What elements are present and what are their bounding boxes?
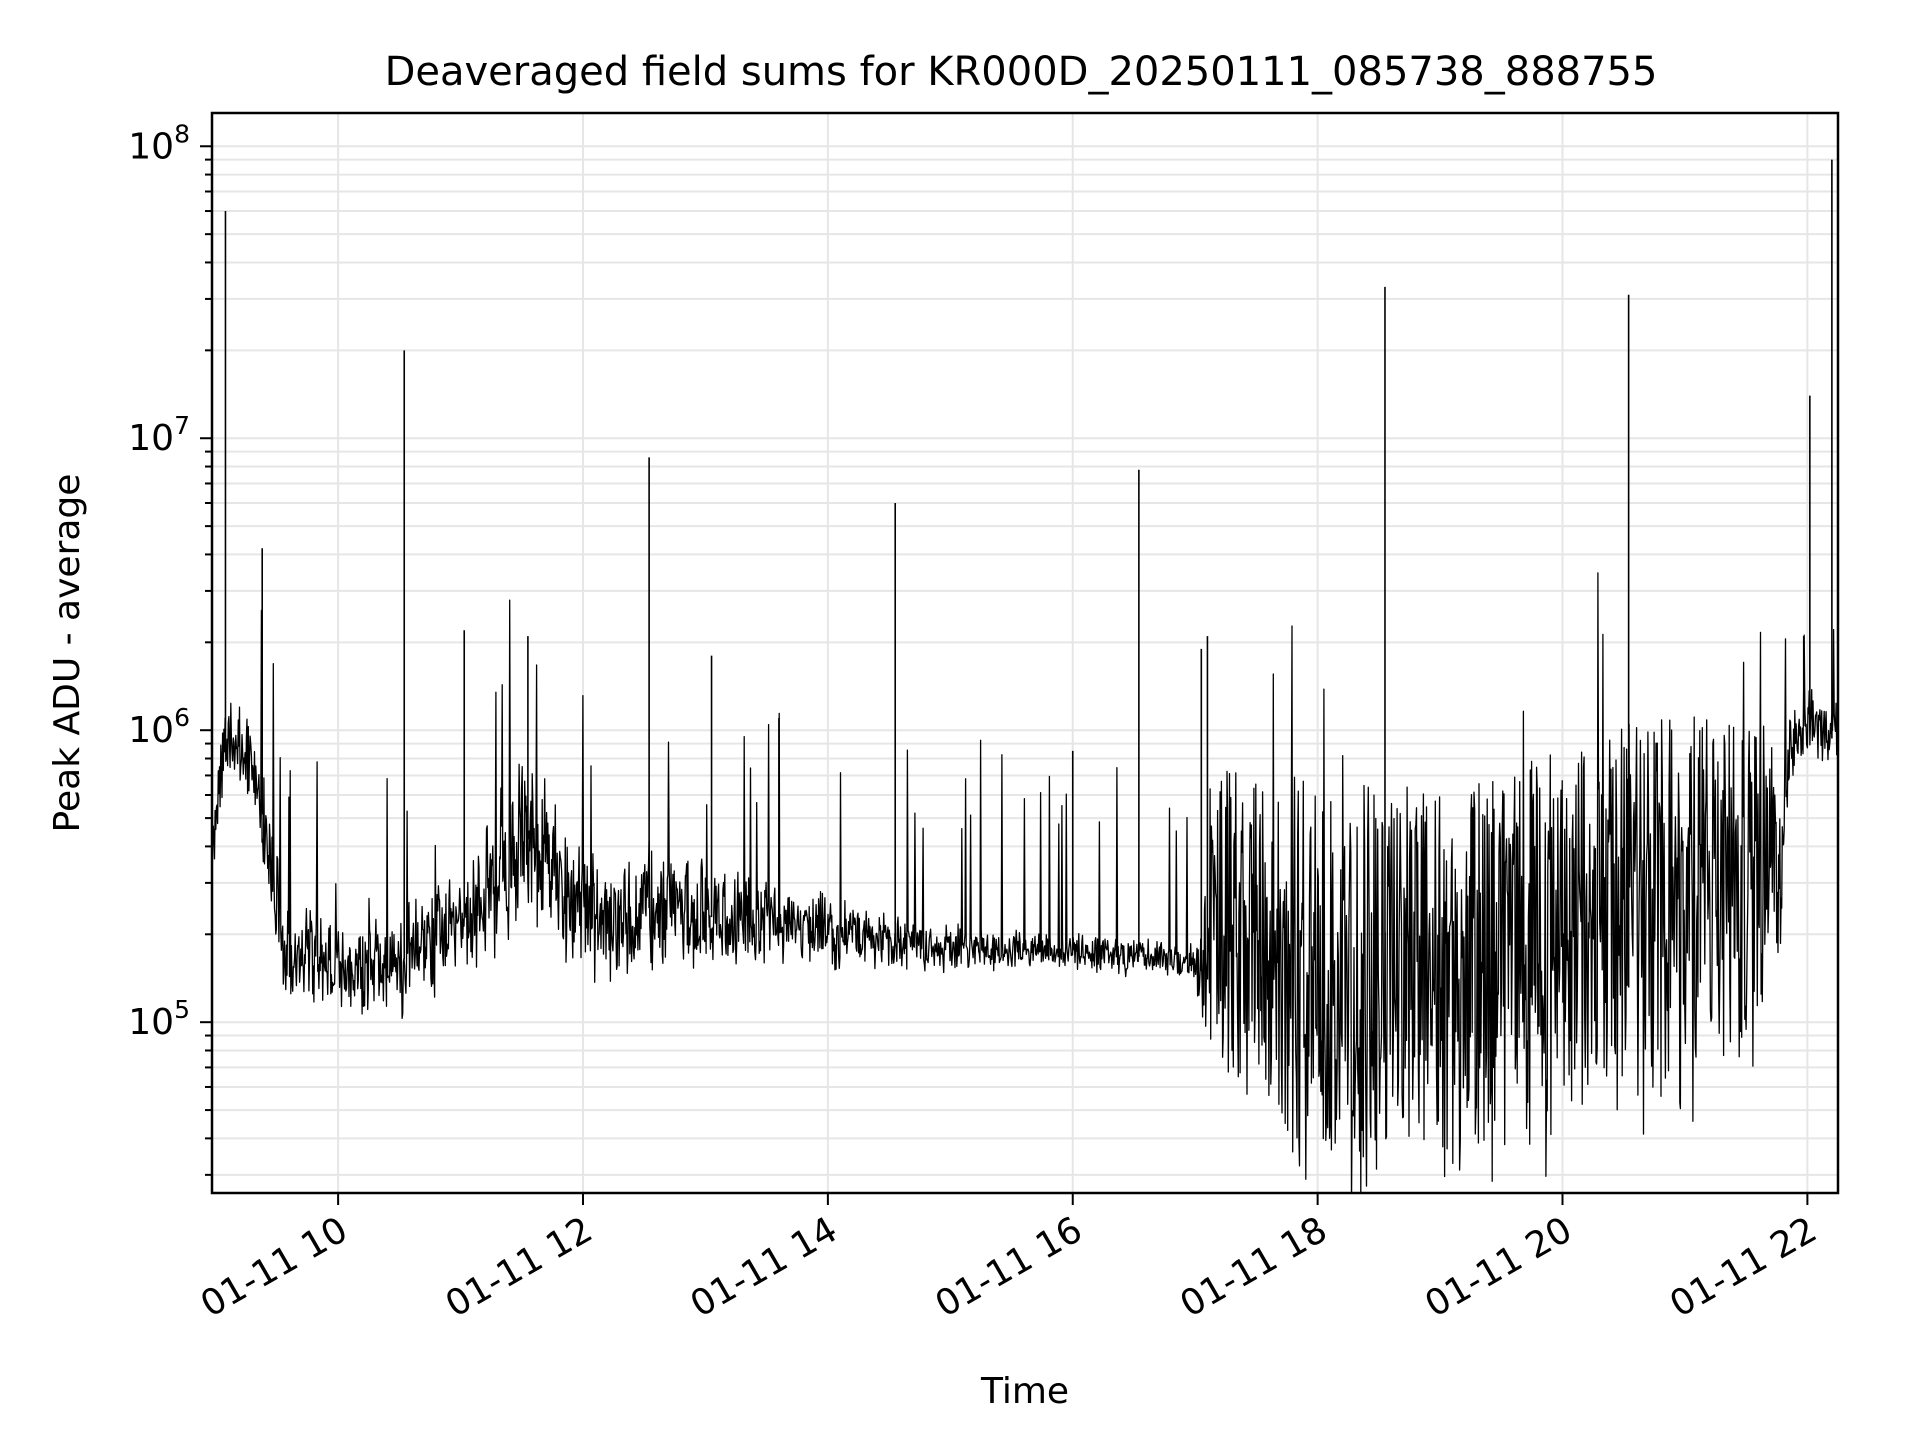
chart-title: Deaveraged field sums for KR000D_2025011… bbox=[385, 49, 1658, 95]
y-tick-label: 107 bbox=[128, 411, 190, 459]
y-tick-label: 105 bbox=[128, 995, 190, 1043]
plot-frame bbox=[210, 111, 1840, 1195]
series-trace bbox=[212, 572, 1838, 1193]
y-tick-label: 108 bbox=[128, 119, 190, 167]
series-line bbox=[212, 159, 1838, 1193]
grid bbox=[212, 113, 1838, 1193]
x-axis-label: Time bbox=[980, 1371, 1069, 1412]
y-tick-label: 106 bbox=[128, 703, 190, 751]
y-axis-label: Peak ADU - average bbox=[47, 474, 88, 833]
